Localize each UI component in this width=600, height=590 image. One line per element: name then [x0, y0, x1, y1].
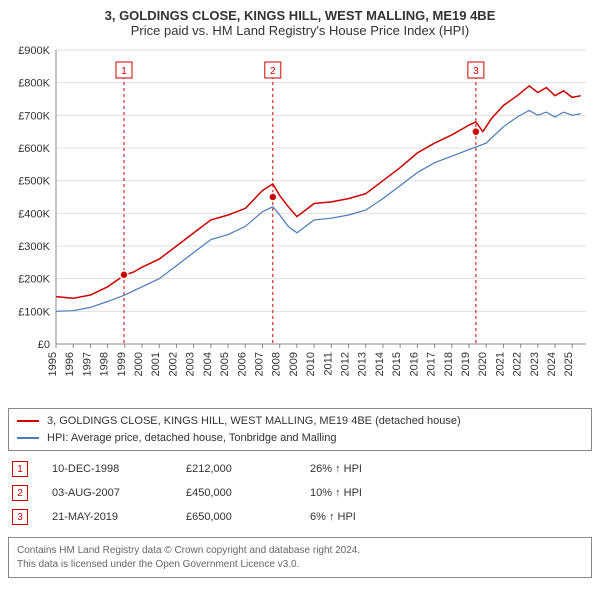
marker-badge: 1: [12, 461, 28, 477]
svg-text:£600K: £600K: [18, 143, 50, 155]
line-chart-svg: £0 £100K £200K £300K £400K £500K £600K £700K £80…: [8, 44, 592, 404]
svg-text:2000: 2000: [133, 352, 145, 376]
svg-text:2004: 2004: [202, 352, 214, 376]
svg-text:2023: 2023: [529, 352, 541, 376]
svg-text:2010: 2010: [305, 352, 317, 376]
svg-text:£100K: £100K: [18, 306, 50, 318]
legend-label: 3, GOLDINGS CLOSE, KINGS HILL, WEST MALL…: [47, 413, 461, 430]
marker-row: 1 10-DEC-1998 £212,000 26% ↑ HPI: [8, 459, 592, 483]
svg-text:£800K: £800K: [18, 78, 50, 90]
svg-text:1995: 1995: [47, 352, 59, 376]
chart-title-block: 3, GOLDINGS CLOSE, KINGS HILL, WEST MALL…: [8, 8, 592, 38]
marker-price: £212,000: [186, 463, 286, 475]
svg-text:2009: 2009: [288, 352, 300, 376]
svg-text:2017: 2017: [426, 352, 438, 376]
svg-text:£300K: £300K: [18, 241, 50, 253]
svg-text:1998: 1998: [99, 352, 111, 376]
svg-text:2019: 2019: [460, 352, 472, 376]
svg-text:1996: 1996: [64, 352, 76, 376]
svg-text:2012: 2012: [340, 352, 352, 376]
svg-text:£400K: £400K: [18, 208, 50, 220]
svg-text:£700K: £700K: [18, 110, 50, 122]
marker-date: 03-AUG-2007: [52, 487, 162, 499]
legend-item: HPI: Average price, detached house, Tonb…: [17, 430, 583, 447]
svg-text:2: 2: [270, 66, 276, 77]
marker-hpi: 6% ↑ HPI: [310, 511, 410, 523]
svg-text:2014: 2014: [374, 352, 386, 376]
svg-text:2015: 2015: [391, 352, 403, 376]
svg-text:£200K: £200K: [18, 274, 50, 286]
marker-date: 21-MAY-2019: [52, 511, 162, 523]
svg-text:2005: 2005: [219, 352, 231, 376]
marker-row: 2 03-AUG-2007 £450,000 10% ↑ HPI: [8, 483, 592, 507]
chart-subtitle: Price paid vs. HM Land Registry's House …: [8, 23, 592, 38]
svg-text:2007: 2007: [253, 352, 265, 376]
legend-label: HPI: Average price, detached house, Tonb…: [47, 430, 336, 447]
svg-text:2020: 2020: [477, 352, 489, 376]
svg-text:2013: 2013: [357, 352, 369, 376]
footer-line: Contains HM Land Registry data © Crown c…: [17, 544, 583, 558]
marker-badge: 3: [12, 509, 28, 525]
legend-swatch: [17, 420, 39, 422]
legend: 3, GOLDINGS CLOSE, KINGS HILL, WEST MALL…: [8, 408, 592, 451]
svg-text:£500K: £500K: [18, 176, 50, 188]
legend-swatch: [17, 437, 39, 439]
svg-text:1: 1: [121, 66, 127, 77]
marker-hpi: 10% ↑ HPI: [310, 487, 410, 499]
chart-title: 3, GOLDINGS CLOSE, KINGS HILL, WEST MALL…: [8, 8, 592, 23]
svg-text:2016: 2016: [408, 352, 420, 376]
svg-text:2018: 2018: [443, 352, 455, 376]
legend-item: 3, GOLDINGS CLOSE, KINGS HILL, WEST MALL…: [17, 413, 583, 430]
marker-price: £450,000: [186, 487, 286, 499]
svg-text:2024: 2024: [546, 352, 558, 376]
svg-text:2006: 2006: [236, 352, 248, 376]
marker-hpi: 26% ↑ HPI: [310, 463, 410, 475]
svg-text:2001: 2001: [150, 352, 162, 376]
svg-text:1999: 1999: [116, 352, 128, 376]
svg-text:3: 3: [473, 66, 479, 77]
svg-text:2002: 2002: [167, 352, 179, 376]
marker-badge: 2: [12, 485, 28, 501]
svg-text:1997: 1997: [81, 352, 93, 376]
footer-line: This data is licensed under the Open Gov…: [17, 558, 583, 572]
svg-text:2021: 2021: [494, 352, 506, 376]
svg-text:2011: 2011: [322, 352, 334, 376]
marker-table: 1 10-DEC-1998 £212,000 26% ↑ HPI 2 03-AU…: [8, 459, 592, 531]
marker-row: 3 21-MAY-2019 £650,000 6% ↑ HPI: [8, 507, 592, 531]
svg-text:2008: 2008: [271, 352, 283, 376]
svg-text:2003: 2003: [185, 352, 197, 376]
chart-area: £0 £100K £200K £300K £400K £500K £600K £700K £80…: [8, 44, 592, 404]
svg-text:2025: 2025: [563, 352, 575, 376]
marker-price: £650,000: [186, 511, 286, 523]
attribution-footer: Contains HM Land Registry data © Crown c…: [8, 537, 592, 578]
svg-text:£0: £0: [38, 339, 50, 351]
svg-text:£900K: £900K: [18, 45, 50, 57]
marker-date: 10-DEC-1998: [52, 463, 162, 475]
svg-text:2022: 2022: [512, 352, 524, 376]
